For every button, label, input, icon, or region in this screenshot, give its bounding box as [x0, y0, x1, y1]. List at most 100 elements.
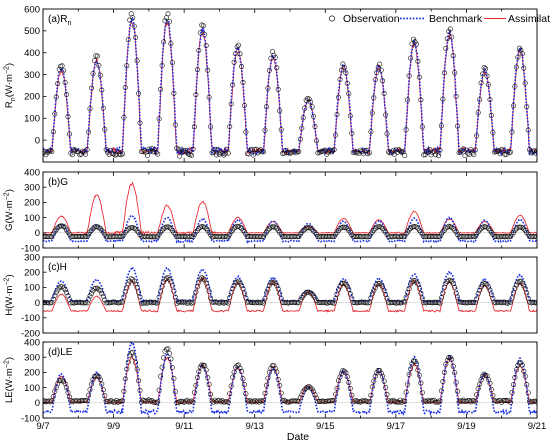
observation-point [194, 284, 200, 290]
observation-point [419, 231, 425, 237]
observation-point [262, 127, 268, 133]
observation-point [158, 86, 164, 92]
y-tick-label: 0 [35, 228, 40, 239]
observation-point [191, 294, 197, 300]
observation-point [340, 280, 346, 286]
observation-point [46, 234, 52, 240]
observation-point [212, 299, 218, 305]
observation-point [353, 150, 359, 156]
observation-point [377, 280, 383, 286]
observation-point [416, 227, 422, 233]
observation-point [522, 373, 528, 379]
observation-point [512, 83, 518, 89]
observation-point [89, 290, 95, 296]
observation-point [349, 232, 355, 238]
observation-point [275, 286, 281, 292]
observation-point [408, 225, 414, 231]
observation-point [156, 387, 162, 393]
observation-point [293, 234, 299, 240]
observation-point [447, 26, 453, 32]
observation-point [69, 152, 75, 158]
observation-point [124, 228, 130, 234]
observation-point [521, 65, 527, 71]
observation-point [62, 287, 68, 293]
observation-point [390, 397, 396, 403]
observation-point [449, 356, 455, 362]
y-axis-label: Rn(W·m−2) [4, 63, 18, 108]
observation-point [155, 151, 161, 157]
observation-point [224, 299, 230, 305]
observation-point [158, 289, 164, 295]
observation-point [471, 152, 477, 158]
observation-point [64, 385, 70, 391]
observation-point [266, 67, 272, 73]
observation-point [234, 363, 240, 369]
observation-point [136, 289, 142, 295]
observation-point [333, 296, 339, 302]
y-tick-label: 400 [24, 48, 40, 59]
observation-point [208, 391, 214, 397]
ylabel-unit: (W·m [4, 285, 15, 308]
observation-point [293, 398, 299, 404]
observation-point [100, 105, 106, 111]
observation-point [133, 281, 139, 287]
observation-point [197, 30, 203, 36]
observation-point [203, 43, 209, 49]
observation-point [419, 124, 425, 130]
y-tick-label: 100 [24, 114, 40, 125]
observation-point [274, 369, 280, 375]
observation-point [281, 397, 287, 403]
observation-point [405, 381, 411, 387]
observation-point [413, 224, 419, 230]
observation-point [524, 230, 530, 236]
observation-point [234, 223, 240, 229]
panel-4: -100 0 100 200 300 400 (d)LE LE(W·m−2) [4, 337, 538, 424]
observation-point [330, 148, 336, 154]
observation-point [440, 290, 446, 296]
ylabel-close: ) [4, 357, 15, 360]
observation-point [519, 280, 525, 286]
observation-point [83, 151, 89, 157]
observation-point [453, 93, 459, 99]
observation-point [169, 364, 175, 370]
observation-point [507, 399, 513, 405]
observation-point [278, 390, 284, 396]
observation-point [484, 73, 490, 79]
observation-point [52, 111, 58, 117]
observation-point [93, 285, 99, 291]
observation-point [302, 387, 308, 393]
y-tick-label: 100 [24, 283, 40, 294]
observation-point [363, 300, 369, 306]
observation-point [243, 391, 249, 397]
observation-point [474, 296, 480, 302]
observation-point [258, 234, 264, 240]
observation-point [262, 295, 268, 301]
observation-point [102, 393, 108, 399]
observation-point [347, 291, 353, 297]
observation-point [203, 367, 209, 373]
observation-point [452, 227, 458, 233]
y-tick-label: 200 [24, 368, 40, 379]
observation-point [524, 104, 530, 110]
observation-point [456, 399, 462, 405]
y-tick-label: -100 [21, 313, 40, 324]
panel-label: (a)Rn [48, 14, 71, 27]
observation-point [390, 148, 396, 154]
observation-point [309, 386, 315, 392]
observation-point [513, 226, 519, 232]
observation-point [175, 147, 181, 153]
observation-point [482, 66, 488, 72]
observation-point [335, 94, 341, 100]
observation-point [441, 369, 447, 375]
observation-point [353, 397, 359, 403]
observation-point [403, 389, 409, 395]
observation-point [399, 399, 405, 405]
observation-point [413, 361, 419, 367]
y-tick-label: -100 [21, 413, 40, 424]
observation-point [171, 90, 177, 96]
observation-point [372, 226, 378, 232]
observation-point [94, 224, 100, 230]
observation-point [369, 110, 375, 116]
observation-point [340, 367, 346, 373]
panel-frame [42, 8, 538, 163]
